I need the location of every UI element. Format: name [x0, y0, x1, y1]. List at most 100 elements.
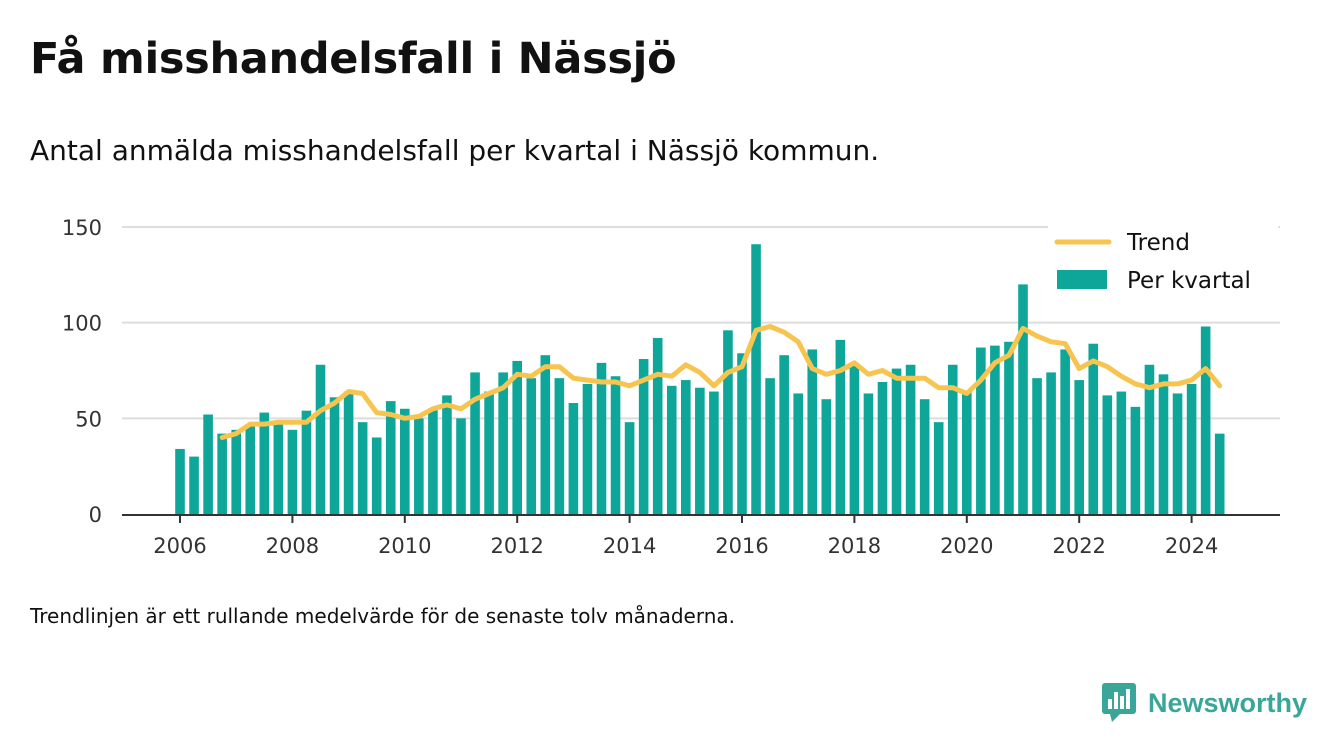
bar: [498, 372, 508, 514]
bar: [1130, 406, 1141, 514]
bar: [456, 418, 466, 514]
legend-bar-label: Per kvartal: [1127, 268, 1251, 294]
bar: [231, 429, 241, 514]
footnote: Trendlinjen är ett rullande medelvärde f…: [30, 604, 736, 628]
bar: [273, 422, 284, 514]
trend-series: [219, 324, 1223, 440]
bar: [568, 403, 579, 514]
y-tick-label: 50: [75, 407, 102, 431]
bar: [540, 355, 551, 514]
bar: [428, 408, 438, 514]
bar: [357, 422, 368, 514]
bar: [217, 433, 227, 514]
x-tick-label: 2024: [1165, 534, 1218, 558]
bar: [835, 339, 846, 514]
bar: [596, 362, 607, 514]
bar: [1032, 378, 1042, 514]
y-tick-label: 150: [62, 216, 102, 240]
bar: [371, 437, 382, 514]
bar: [681, 380, 691, 514]
bar: [1088, 343, 1099, 514]
bar: [891, 368, 902, 514]
bar: [919, 399, 930, 514]
bar: [301, 410, 312, 514]
bar: [414, 418, 424, 514]
bar: [175, 448, 185, 514]
bar: [1004, 341, 1014, 514]
x-tick-label: 2006: [153, 534, 206, 558]
chart-title: Få misshandelsfall i Nässjö: [30, 34, 677, 84]
bar: [933, 422, 944, 514]
x-tick-label: 2014: [603, 534, 656, 558]
bar: [400, 408, 410, 514]
bar: [709, 391, 719, 514]
bar: [1214, 433, 1225, 514]
bar: [666, 385, 677, 514]
bar: [1018, 284, 1028, 514]
bar: [343, 391, 354, 514]
bar: [315, 364, 326, 514]
bar: [765, 378, 775, 514]
bar: [624, 422, 635, 514]
legend-bar-swatch: [1057, 270, 1107, 289]
bar: [582, 383, 593, 514]
bar: [652, 337, 663, 514]
bar: [723, 330, 733, 514]
bar: [751, 244, 761, 514]
bar: [259, 412, 270, 514]
bar: [1116, 391, 1127, 514]
bar: [1172, 393, 1183, 514]
x-tick-label: 2012: [490, 534, 543, 558]
bar: [779, 355, 789, 514]
brand-name: Newsworthy: [1148, 687, 1308, 718]
bar: [737, 353, 747, 514]
trend-line: [219, 324, 1223, 440]
bar: [990, 345, 1000, 514]
bar: [512, 360, 522, 514]
x-tick-label: 2016: [715, 534, 768, 558]
brand-logo: Newsworthy: [1102, 683, 1307, 723]
x-tick-label: 2008: [266, 534, 319, 558]
bar: [821, 399, 832, 514]
x-tick-label: 2010: [378, 534, 431, 558]
bar: [863, 393, 874, 514]
bar: [1046, 372, 1056, 514]
y-tick-label: 0: [89, 503, 102, 527]
bar: [976, 347, 986, 514]
bar: [442, 395, 452, 514]
bar: [610, 376, 621, 514]
bar: [385, 401, 396, 514]
x-tick-label: 2022: [1052, 534, 1105, 558]
bar: [793, 393, 803, 514]
bar: [807, 349, 818, 514]
bar: [638, 359, 649, 514]
bar: [554, 378, 565, 514]
bar: [287, 429, 298, 514]
chart-subtitle: Antal anmälda misshandelsfall per kvarta…: [30, 134, 880, 167]
legend-trend-label: Trend: [1126, 230, 1190, 256]
bar: [962, 391, 972, 514]
bar: [947, 364, 958, 514]
bar: [1186, 383, 1197, 514]
legend: Trend Per kvartal: [1048, 222, 1278, 302]
bar: [1060, 349, 1070, 514]
x-tick-label: 2020: [940, 534, 993, 558]
bar: [189, 456, 199, 514]
bar: [484, 391, 494, 514]
bar: [245, 424, 256, 514]
bar: [1200, 326, 1211, 514]
chart-area: 0 50 100 150 2006 2008 2010 2012 2014 2016 2018 202…: [62, 216, 1280, 558]
bar: [1158, 374, 1169, 514]
bar: [905, 364, 916, 514]
bar: [1102, 395, 1113, 514]
bar: [1074, 380, 1084, 514]
bar: [1144, 364, 1155, 514]
bar: [329, 397, 340, 514]
newsworthy-logo-icon: [1102, 683, 1136, 722]
bar: [695, 387, 705, 514]
x-tick-label: 2018: [828, 534, 881, 558]
y-tick-label: 100: [62, 312, 102, 336]
bar: [203, 414, 213, 514]
bar: [470, 372, 480, 514]
axes: 0 50 100 150 2006 2008 2010 2012 2014 2016 2018 202…: [62, 216, 1280, 558]
